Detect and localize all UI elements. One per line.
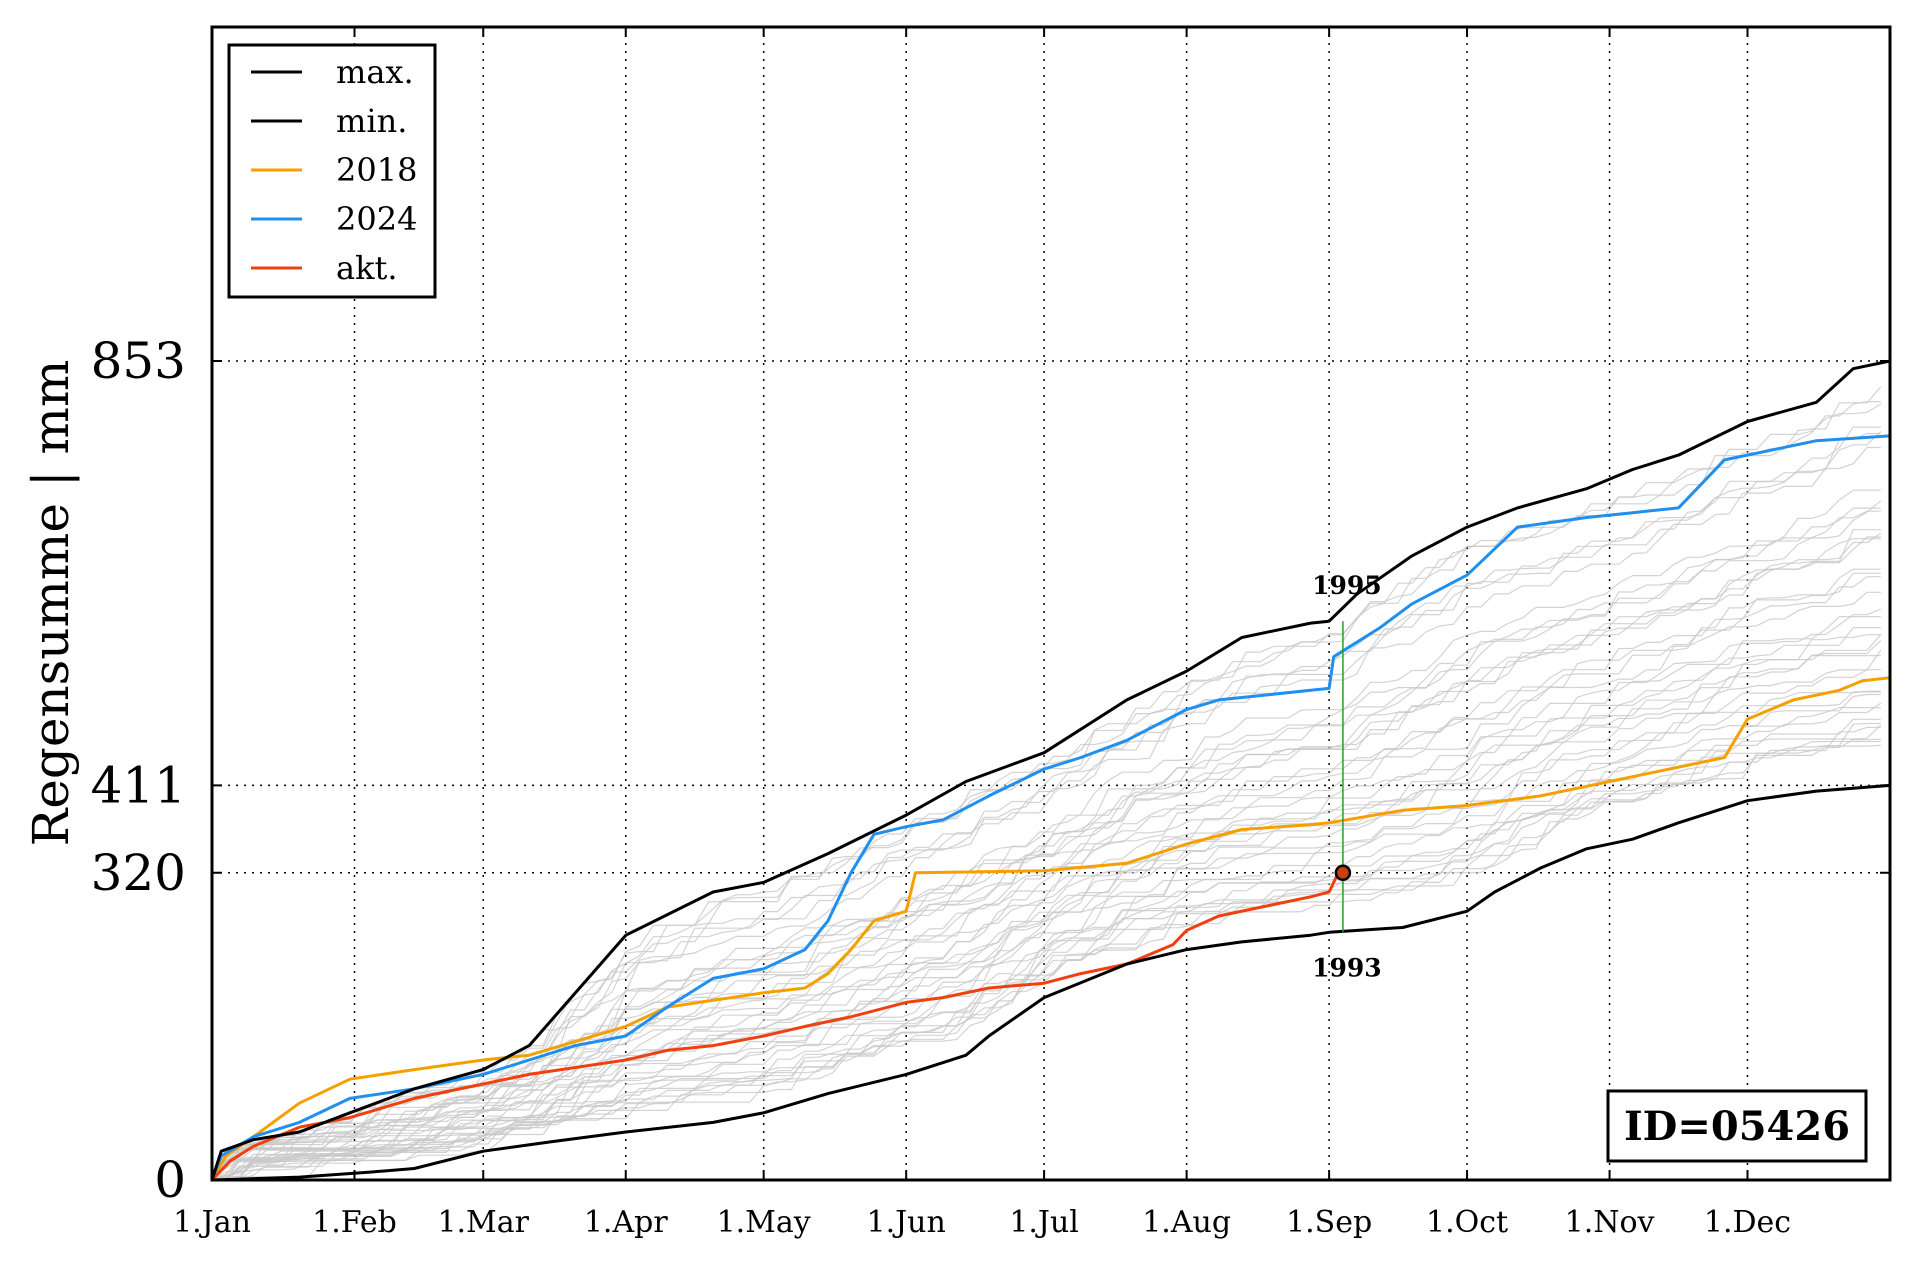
history-line xyxy=(211,500,1882,1181)
x-tick-label: 1.Apr xyxy=(584,1205,668,1240)
series-line-akt xyxy=(210,871,1343,1182)
history-line xyxy=(211,654,1881,1181)
y-tick-label: 320 xyxy=(91,844,186,902)
station-id-frame xyxy=(1606,1089,1868,1163)
history-line xyxy=(211,568,1881,1181)
history-line xyxy=(211,591,1881,1181)
x-tick-label: 1.Jul xyxy=(1009,1205,1079,1240)
history-line xyxy=(211,430,1882,1181)
history-line xyxy=(211,572,1881,1181)
series-line-max xyxy=(210,359,1891,1181)
history-line xyxy=(211,726,1881,1181)
history-line xyxy=(211,722,1881,1181)
x-tick-label: 1.Sep xyxy=(1286,1205,1372,1240)
history-line xyxy=(211,724,1882,1181)
history-line xyxy=(211,529,1881,1181)
grid xyxy=(212,27,1890,1180)
y-axis-label: Regensumme | mm xyxy=(22,360,80,847)
series-line-min xyxy=(211,783,1891,1182)
min-year-label: 1993 xyxy=(1312,953,1382,982)
x-tick-label: 1.May xyxy=(717,1205,811,1240)
history-line xyxy=(211,446,1881,1181)
history-line xyxy=(211,669,1881,1181)
x-tick-label: 1.Oct xyxy=(1426,1205,1508,1240)
x-tick-label: 1.Nov xyxy=(1565,1205,1655,1240)
series-line-2024 xyxy=(210,434,1891,1181)
history-line xyxy=(211,489,1881,1181)
axis-ticks: 1.Jan 1.Feb 1.Mar 1.Apr 1.May 1.Jun 1.Jul 1.Aug… xyxy=(91,27,1890,1240)
series-lines xyxy=(210,359,1891,1182)
history-line xyxy=(211,433,1881,1181)
max-year-label: 1995 xyxy=(1312,571,1382,600)
legend-label: min. xyxy=(336,102,407,140)
history-line xyxy=(211,538,1881,1181)
station-id-text: ID=05426 xyxy=(1624,1103,1850,1150)
x-tick-label: 1.Jun xyxy=(867,1205,946,1240)
history-line xyxy=(211,706,1881,1181)
history-line xyxy=(211,691,1881,1181)
legend: max. min. 2018 2024 akt. xyxy=(227,43,437,299)
x-tick-label: 1.Feb xyxy=(312,1205,397,1240)
x-tick-label: 1.Dec xyxy=(1704,1205,1791,1240)
x-tick-label: 1.Jan xyxy=(173,1205,251,1240)
legend-label: max. xyxy=(336,53,414,91)
history-line xyxy=(211,536,1881,1181)
x-tick-label: 1.Aug xyxy=(1142,1205,1231,1240)
plot-frame xyxy=(210,25,1892,1182)
legend-label: akt. xyxy=(336,249,398,287)
history-line xyxy=(211,532,1882,1181)
legend-label: 2024 xyxy=(336,200,417,238)
history-line xyxy=(211,650,1882,1181)
history-line xyxy=(211,693,1881,1181)
history-line xyxy=(211,634,1882,1181)
history-line xyxy=(211,744,1881,1181)
history-line xyxy=(211,718,1881,1181)
station-id-box: ID=05426 xyxy=(1606,1089,1868,1163)
y-tick-label: 853 xyxy=(91,332,186,390)
current-point xyxy=(1334,864,1352,882)
x-tick-label: 1.Mar xyxy=(437,1205,529,1240)
history-lines xyxy=(211,386,1882,1181)
series-line-2018 xyxy=(210,676,1891,1181)
history-line xyxy=(211,608,1882,1181)
y-tick-label: 0 xyxy=(154,1151,186,1209)
history-line xyxy=(211,507,1881,1181)
legend-label: 2018 xyxy=(336,151,417,189)
current-marker: 1995 1993 xyxy=(1312,571,1382,982)
y-tick-label: 411 xyxy=(91,756,186,814)
